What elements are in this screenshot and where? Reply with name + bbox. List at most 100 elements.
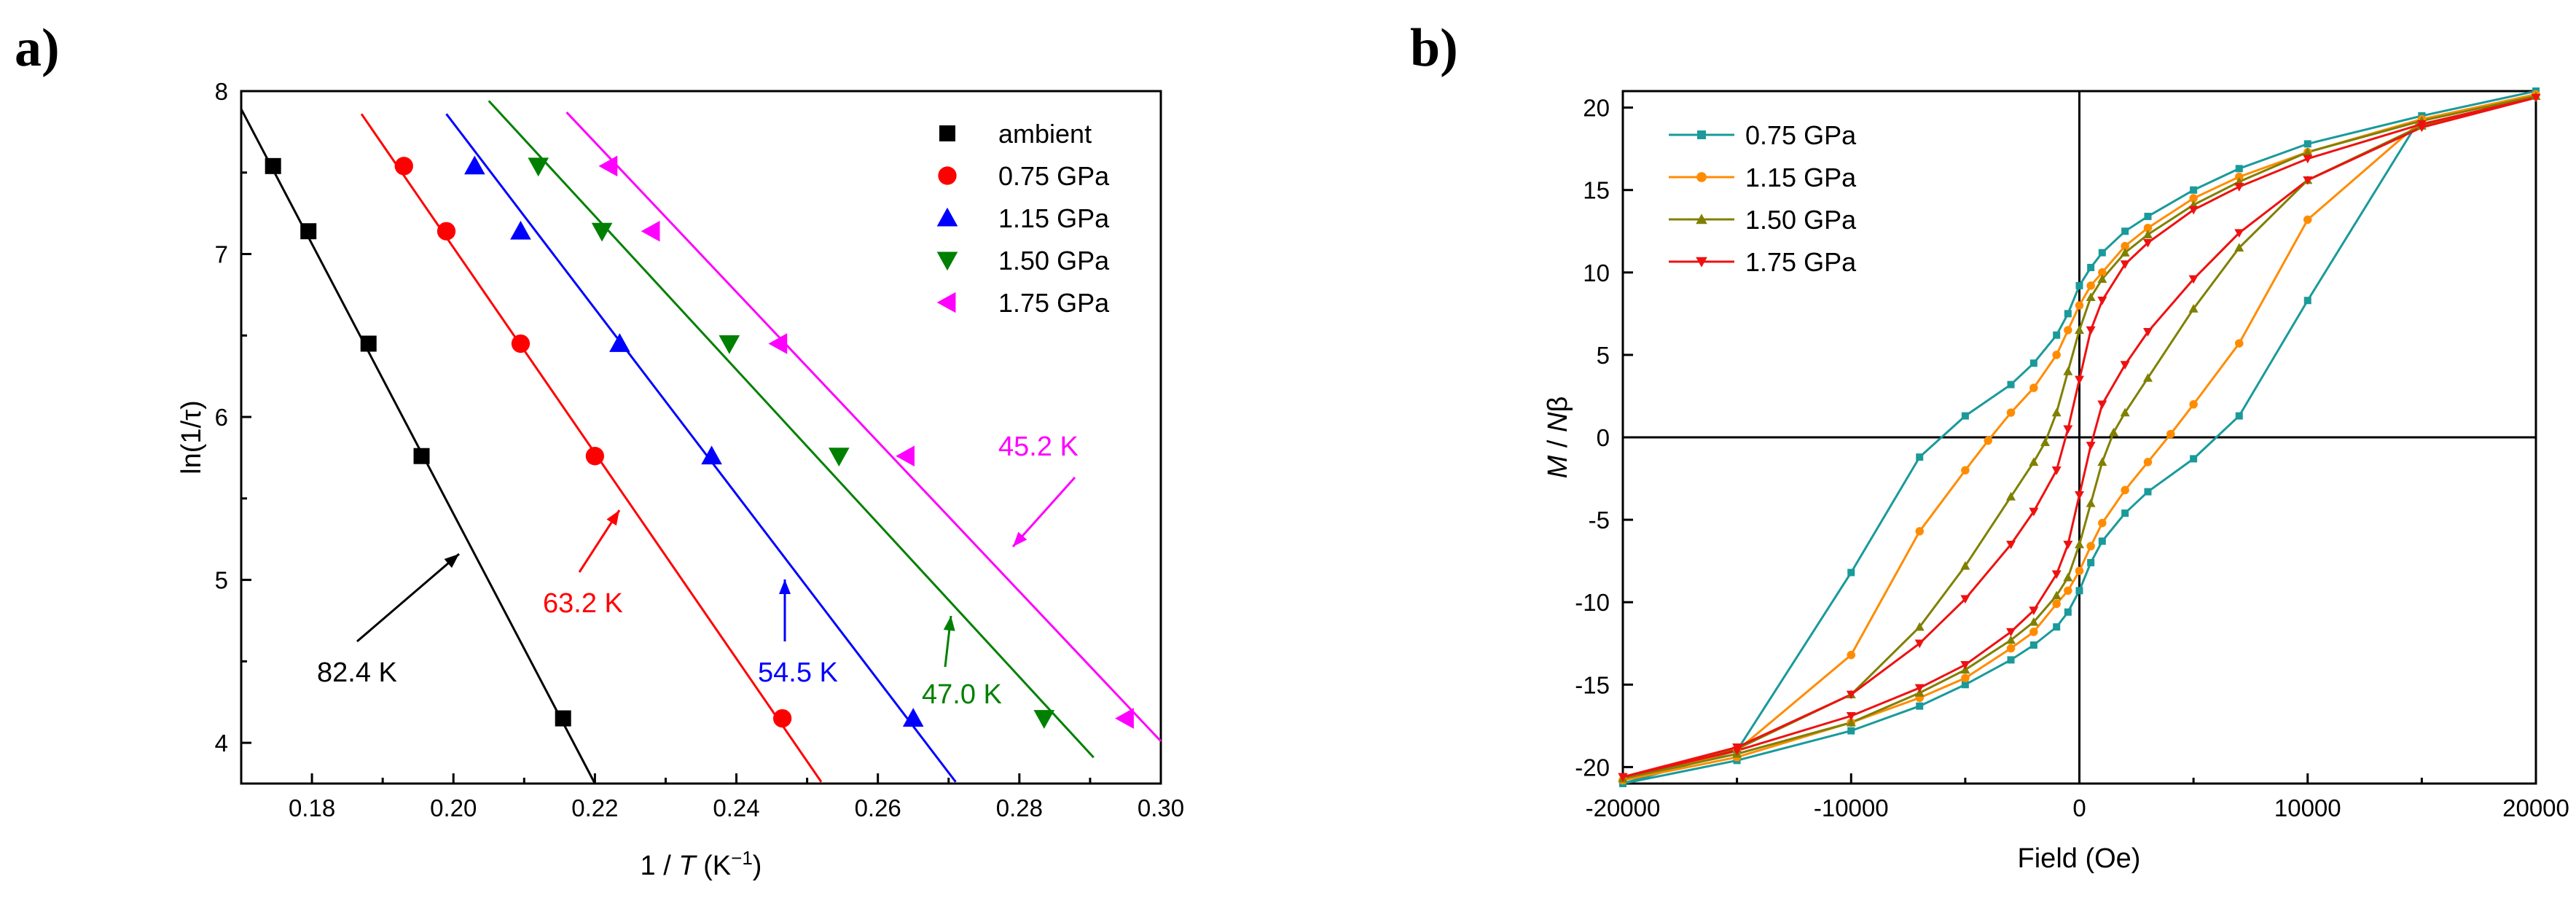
annotation-arrowhead bbox=[1013, 531, 1027, 547]
legend-marker bbox=[936, 292, 956, 313]
data-point bbox=[2416, 123, 2427, 133]
data-point bbox=[2142, 328, 2153, 337]
data-point bbox=[2040, 437, 2051, 446]
data-point bbox=[1960, 561, 1970, 570]
x-tick-label: 0.30 bbox=[1138, 794, 1184, 821]
data-point bbox=[591, 222, 613, 242]
data-point bbox=[2190, 186, 2198, 194]
data-point bbox=[2098, 518, 2107, 528]
y-tick-label: 8 bbox=[215, 78, 228, 105]
chart-b: -20000 -10000 0 10000 20000 -20 -15 -10 -5 0 5 10 15… bbox=[1543, 87, 2569, 874]
data-point bbox=[464, 155, 485, 175]
data-point bbox=[2142, 373, 2153, 382]
y-tick-label: -10 bbox=[1575, 589, 1610, 616]
x-tick-label: 0.20 bbox=[430, 794, 477, 821]
data-point bbox=[2235, 339, 2244, 348]
data-point bbox=[2531, 93, 2541, 103]
x-tick-label: 0 bbox=[2072, 794, 2086, 821]
data-point bbox=[2006, 644, 2016, 653]
data-point bbox=[1916, 702, 1924, 710]
data-point bbox=[2063, 425, 2073, 434]
data-point bbox=[768, 333, 788, 354]
data-point bbox=[2189, 400, 2198, 409]
data-point bbox=[2120, 248, 2130, 257]
data-point bbox=[641, 220, 660, 242]
legend-label: 1.75 GPa bbox=[1745, 247, 1857, 277]
data-point bbox=[2087, 558, 2095, 566]
data-point bbox=[2086, 442, 2096, 450]
annotation-arrowhead bbox=[444, 554, 459, 569]
data-point bbox=[1916, 453, 1924, 461]
data-point bbox=[2053, 331, 2061, 339]
x-tick-label: 0.28 bbox=[996, 794, 1043, 821]
annotation-arrow bbox=[356, 552, 460, 643]
annotation-label: 63.2 K bbox=[543, 588, 623, 619]
y-tick-label: 0 bbox=[1597, 424, 1610, 451]
data-point bbox=[2064, 586, 2072, 595]
chart-b-ylabel: M / Nβ bbox=[1543, 397, 1573, 479]
legend-label: 1.50 GPa bbox=[1745, 205, 1857, 235]
chart-a-points bbox=[265, 155, 1134, 729]
data-point bbox=[2063, 540, 2073, 550]
data-point bbox=[2029, 628, 2038, 636]
data-point bbox=[2029, 359, 2037, 367]
chart-a-xlabel: 1 / T (K−1) bbox=[641, 847, 762, 881]
legend-label: ambient bbox=[998, 119, 1092, 149]
data-point bbox=[896, 445, 915, 467]
data-point bbox=[1618, 773, 1628, 782]
data-point bbox=[2234, 229, 2244, 238]
data-point bbox=[1960, 595, 1970, 604]
chart-a-ylabel: ln(1/τ) bbox=[176, 400, 207, 475]
data-point bbox=[598, 155, 618, 177]
data-point bbox=[1115, 708, 1134, 729]
fit-line bbox=[565, 112, 1162, 742]
data-point bbox=[436, 222, 456, 241]
legend-label: 0.75 GPa bbox=[1745, 120, 1857, 150]
data-point bbox=[2029, 383, 2038, 392]
data-point bbox=[2052, 351, 2061, 359]
data-point bbox=[2143, 223, 2153, 233]
data-point bbox=[2007, 380, 2015, 388]
annotation-label: 82.4 K bbox=[317, 657, 397, 688]
data-point bbox=[2189, 194, 2198, 203]
data-point bbox=[510, 220, 531, 240]
data-point bbox=[2075, 325, 2084, 335]
chart-a-annotations: 82.4 K 63.2 K 54.5 K 47.0 K 45.2 K bbox=[317, 431, 1078, 710]
data-point bbox=[2052, 599, 2061, 609]
data-point bbox=[1846, 717, 1856, 727]
legend-marker bbox=[939, 125, 955, 141]
x-tick-label: -20000 bbox=[1586, 794, 1661, 821]
data-point bbox=[2121, 227, 2129, 235]
data-point bbox=[2051, 590, 2062, 600]
y-tick-label: 6 bbox=[215, 404, 228, 431]
data-point bbox=[719, 335, 740, 354]
data-point bbox=[2121, 485, 2129, 495]
chart-a: 0.18 0.20 0.22 0.24 0.26 0.28 0.30 4 5 6 7 8 ln(1/τ… bbox=[176, 78, 1184, 881]
data-point bbox=[413, 448, 430, 464]
data-point bbox=[2303, 140, 2311, 148]
data-point bbox=[2086, 326, 2096, 335]
legend-marker bbox=[1696, 257, 1707, 267]
legend-label: 0.75 GPa bbox=[998, 161, 1110, 191]
data-point bbox=[2098, 249, 2106, 257]
x-tick-label: 0.26 bbox=[855, 794, 901, 821]
data-point bbox=[2188, 275, 2199, 284]
data-point bbox=[2143, 458, 2153, 466]
data-point bbox=[2051, 407, 2062, 417]
annotation-arrowhead bbox=[943, 616, 955, 631]
data-point bbox=[2075, 281, 2083, 289]
data-point bbox=[2075, 587, 2083, 595]
data-point bbox=[2086, 498, 2096, 507]
data-point bbox=[2121, 509, 2129, 518]
data-point bbox=[2097, 400, 2107, 410]
data-point bbox=[2303, 215, 2312, 224]
legend-marker bbox=[1697, 130, 1706, 139]
data-point bbox=[902, 708, 924, 727]
legend-label: 1.15 GPa bbox=[998, 203, 1110, 233]
annotation-label: 47.0 K bbox=[922, 679, 1002, 710]
data-point bbox=[2051, 570, 2062, 579]
data-point bbox=[2064, 310, 2072, 318]
y-tick-label: 20 bbox=[1583, 95, 1610, 122]
data-point bbox=[2064, 608, 2072, 616]
data-point bbox=[2006, 635, 2016, 644]
